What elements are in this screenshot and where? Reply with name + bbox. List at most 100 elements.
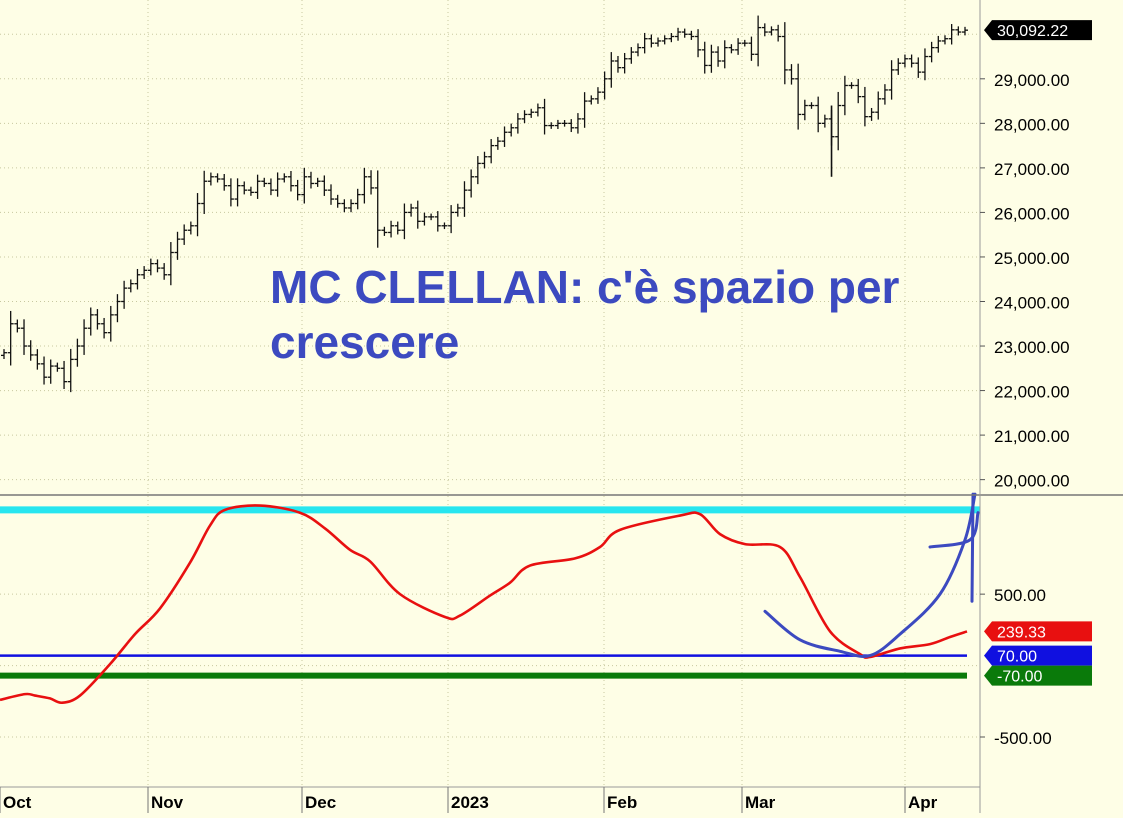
level-badge-label: 70.00: [997, 649, 1037, 666]
ohlc-bar: [641, 32, 648, 54]
grid-layer: [0, 0, 980, 787]
ohlc-bar: [448, 205, 455, 234]
ohlc-bar: [401, 203, 408, 240]
ohlc-bar: [194, 193, 201, 237]
ohlc-bar: [441, 222, 448, 230]
last-price-badge-bg: [984, 20, 1092, 41]
ohlc-bar: [274, 172, 281, 197]
x-tick-label: Nov: [151, 793, 184, 812]
ohlc-bar: [261, 177, 268, 187]
ohlc-bar: [141, 266, 148, 279]
ohlc-bar: [348, 199, 355, 213]
oscillator-line: [0, 504, 968, 705]
ohlc-bar: [548, 122, 555, 129]
annotation-subtitle: crescere: [270, 316, 459, 368]
ohlc-bar: [161, 263, 168, 280]
x-tick-label: Mar: [745, 793, 776, 812]
ohlc-bar: [421, 212, 428, 226]
ohlc-bar: [281, 173, 288, 183]
ohlc-bar: [821, 114, 828, 128]
price-tick-label: 23,000.00: [994, 338, 1070, 357]
ohlc-bar: [461, 181, 468, 217]
ohlc-bar: [735, 38, 742, 55]
ohlc-bar: [294, 179, 301, 201]
ohlc-bar: [955, 26, 962, 36]
ohlc-bar: [935, 35, 942, 53]
ohlc-bar: [528, 108, 535, 118]
ohlc-bar: [408, 203, 415, 217]
ohlc-bar: [748, 36, 755, 61]
x-tick-label: Oct: [3, 793, 32, 812]
ohlc-bar: [361, 167, 368, 204]
last-price-label: 30,092.22: [997, 23, 1068, 40]
ohlc-bar: [508, 123, 515, 137]
ohlc-bar: [247, 186, 254, 196]
ohlc-bar: [715, 46, 722, 67]
ohlc-bar: [815, 96, 822, 133]
x-tick-label: 2023: [451, 793, 489, 812]
ohlc-bar: [761, 23, 768, 37]
ohlc-bar: [87, 307, 94, 336]
ohlc-bar: [374, 170, 381, 248]
x-tick-label: Dec: [305, 793, 336, 812]
ohlc-bar: [541, 98, 548, 135]
level-badge-label: -70.00: [997, 669, 1042, 686]
ohlc-bar: [948, 24, 955, 45]
ohlc-bar: [81, 319, 88, 355]
ohlc-bar: [328, 184, 335, 205]
ohlc-bar: [655, 37, 662, 47]
ohlc-bar: [501, 126, 508, 147]
annotation-title: MC CLELLAN: c'è spazio per: [270, 261, 900, 313]
ohlc-bar: [881, 84, 888, 105]
ohlc-bar: [388, 220, 395, 238]
ohlc-bar: [601, 71, 608, 100]
ohlc-bar: [227, 178, 234, 207]
ohlc-bar: [134, 268, 141, 290]
ohlc-bar: [474, 156, 481, 185]
annotation-arrow-tail: [970, 492, 975, 603]
ohlc-bar: [434, 211, 441, 232]
ohlc-bar: [454, 203, 461, 217]
ohlc-bar: [875, 91, 882, 120]
annotation-arrow-head: [928, 511, 980, 549]
ohlc-bar: [74, 338, 81, 367]
ohlc-bar: [521, 110, 528, 124]
ohlc-bar: [861, 86, 868, 127]
ohlc-bar: [21, 319, 28, 355]
ohlc-bar: [941, 35, 948, 45]
level-badge-bg: [984, 621, 1092, 642]
ohlc-bar: [241, 181, 248, 195]
ohlc-bar: [895, 58, 902, 75]
ohlc-bar: [581, 92, 588, 128]
price-tick-label: 27,000.00: [994, 160, 1070, 179]
ohlc-bar: [47, 359, 54, 384]
ohlc-bar: [41, 356, 48, 385]
ohlc-bar: [34, 349, 41, 370]
ohlc-bar: [741, 39, 748, 47]
ohlc-bar: [14, 319, 21, 333]
ohlc-layer: [1, 15, 968, 393]
ohlc-bar: [214, 173, 221, 183]
ohlc-bar: [614, 55, 621, 73]
ohlc-bar: [1, 349, 7, 359]
ohlc-bar: [681, 28, 688, 38]
ohlc-bar: [267, 178, 274, 196]
ohlc-bar: [835, 91, 842, 151]
ohlc-bar: [915, 57, 922, 78]
ohlc-bar: [868, 107, 875, 121]
ohlc-bar: [701, 41, 708, 74]
ohlc-bar: [488, 139, 495, 164]
ohlc-bar: [554, 119, 561, 130]
ohlc-bar: [27, 340, 34, 361]
ohlc-bar: [568, 119, 575, 133]
ohlc-bar: [781, 22, 788, 85]
last-price-badge: 30,092.22: [984, 20, 1092, 41]
ohlc-bar: [675, 27, 682, 41]
ohlc-bar: [254, 174, 261, 199]
ohlc-bar: [514, 113, 521, 134]
ohlc-bar: [908, 54, 915, 68]
ohlc-bar: [928, 41, 935, 63]
osc-tick-label: -500.00: [994, 729, 1052, 748]
ohlc-bar: [334, 194, 341, 208]
